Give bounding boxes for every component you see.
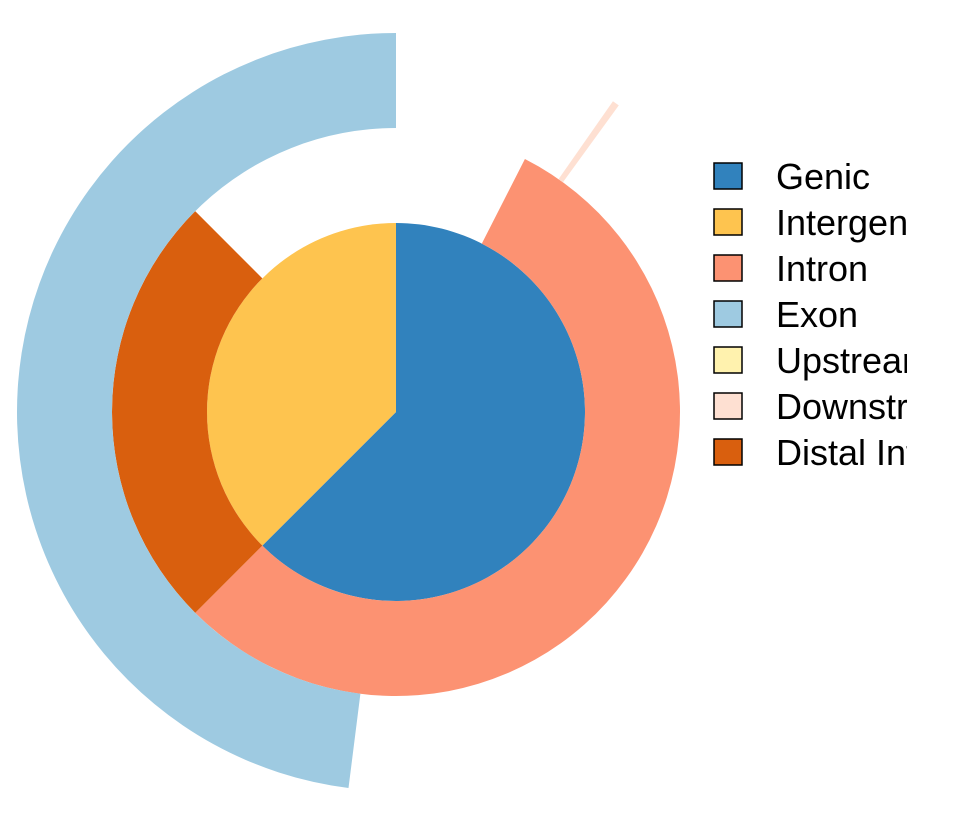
legend-swatch [713,162,743,190]
slice-exon [16,33,396,789]
legend-label: Downstream [776,386,958,427]
legend-item-distal-intergenic: Distal Intergenic [713,432,958,473]
legend-item-upstream: Upstream [713,340,932,381]
legend-swatch [713,300,743,328]
slice-intergenic [207,223,396,546]
chart-rings [16,33,681,789]
legend-swatch [713,346,743,374]
legend-label: Intergenic [776,202,934,243]
legend-swatch [713,254,743,282]
legend-label: Upstream [776,340,932,381]
legend: Genic Intergenic Intron Exon Upstream Downstr… [713,156,958,473]
legend-label: Genic [776,156,870,197]
slice-genic [262,223,586,601]
slice-distal-intergenic [112,211,263,613]
legend-swatch [713,208,743,236]
slice-intron [195,158,681,696]
legend-item-genic: Genic [713,156,870,197]
legend-item-exon: Exon [713,294,858,335]
legend-item-intron: Intron [713,248,868,289]
legend-item-intergenic: Intergenic [713,202,934,243]
legend-swatch [713,438,743,466]
legend-item-downstream: Downstream [713,386,958,427]
legend-label: Intron [776,248,868,289]
slice-downstream [558,101,619,183]
legend-label: Distal Intergenic [776,432,958,473]
legend-label: Exon [776,294,858,335]
legend-swatch [713,392,743,420]
